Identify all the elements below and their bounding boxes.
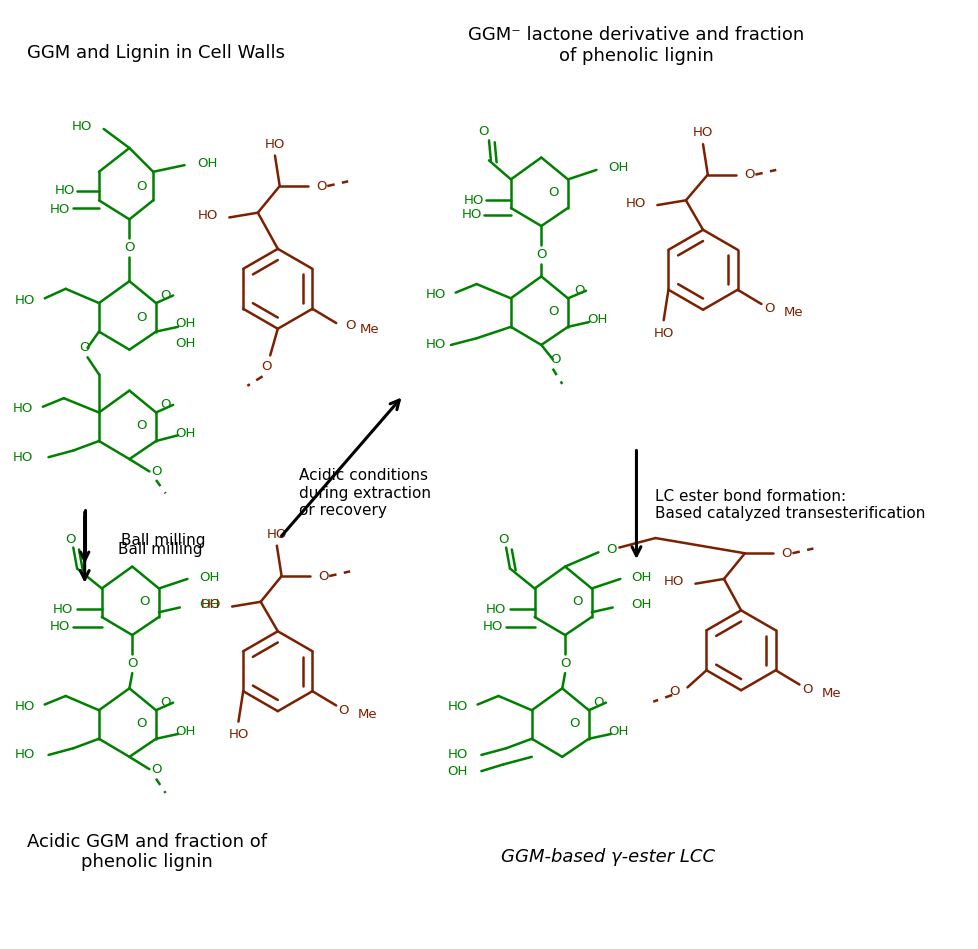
Text: HO: HO xyxy=(482,620,503,633)
Text: O: O xyxy=(498,533,508,547)
Text: O: O xyxy=(316,179,326,193)
Text: HO: HO xyxy=(71,120,92,133)
Text: HO: HO xyxy=(464,194,484,207)
Text: O: O xyxy=(139,595,150,608)
Text: O: O xyxy=(801,682,812,696)
Text: HO: HO xyxy=(13,402,33,415)
Text: O: O xyxy=(136,311,147,324)
Text: Me: Me xyxy=(360,324,379,336)
Text: HO: HO xyxy=(692,126,713,140)
Text: OH: OH xyxy=(175,427,196,440)
Text: O: O xyxy=(548,186,558,199)
Text: LC ester bond formation:
Based catalyzed transesterification: LC ester bond formation: Based catalyzed… xyxy=(655,489,925,521)
Text: O: O xyxy=(79,342,90,354)
Text: O: O xyxy=(780,547,791,560)
Text: OH: OH xyxy=(607,161,628,175)
Text: HO: HO xyxy=(485,603,506,616)
Text: OH: OH xyxy=(199,570,219,584)
Text: OH: OH xyxy=(447,765,467,777)
Text: O: O xyxy=(160,399,170,411)
Text: OH: OH xyxy=(175,337,196,349)
Text: O: O xyxy=(605,543,616,556)
Text: O: O xyxy=(669,684,679,698)
Text: HO: HO xyxy=(447,700,467,713)
Text: HO: HO xyxy=(15,749,35,761)
Text: O: O xyxy=(593,697,603,709)
Text: O: O xyxy=(345,320,356,332)
Text: O: O xyxy=(127,657,137,670)
Text: OH: OH xyxy=(631,570,651,584)
Text: O: O xyxy=(550,353,560,365)
Text: OH: OH xyxy=(607,725,628,737)
Text: HO: HO xyxy=(447,749,467,761)
Text: O: O xyxy=(261,361,271,373)
Text: Ball milling: Ball milling xyxy=(118,542,202,557)
Text: O: O xyxy=(151,465,161,478)
Text: O: O xyxy=(66,533,75,547)
Text: O: O xyxy=(477,125,488,139)
Text: O: O xyxy=(136,179,147,193)
Text: GGM⁻ lactone derivative and fraction
of phenolic lignin: GGM⁻ lactone derivative and fraction of … xyxy=(467,26,804,65)
Text: O: O xyxy=(743,168,754,181)
Text: Me: Me xyxy=(821,687,840,699)
Text: HO: HO xyxy=(663,575,684,588)
Text: HO: HO xyxy=(653,327,673,340)
Text: OH: OH xyxy=(631,598,651,611)
Text: HO: HO xyxy=(264,138,285,151)
Text: OH: OH xyxy=(175,725,196,737)
Text: Ball milling: Ball milling xyxy=(120,533,205,549)
Text: OH: OH xyxy=(587,313,606,326)
Text: HO: HO xyxy=(625,196,645,210)
Text: Acidic conditions
during extraction
or recovery: Acidic conditions during extraction or r… xyxy=(298,469,430,518)
Text: HO: HO xyxy=(425,288,446,301)
Text: OH: OH xyxy=(197,157,217,170)
Text: HO: HO xyxy=(50,203,70,216)
Text: OH: OH xyxy=(199,598,219,611)
Text: Me: Me xyxy=(782,307,802,319)
Text: O: O xyxy=(136,419,147,433)
Text: HO: HO xyxy=(198,209,218,222)
Text: O: O xyxy=(573,284,584,297)
Text: O: O xyxy=(763,303,774,315)
Text: OH: OH xyxy=(175,318,196,330)
Text: Acidic GGM and fraction of
phenolic lignin: Acidic GGM and fraction of phenolic lign… xyxy=(26,832,266,871)
Text: O: O xyxy=(318,569,328,583)
Text: HO: HO xyxy=(266,528,287,541)
Text: HO: HO xyxy=(462,208,482,221)
Text: O: O xyxy=(548,306,558,318)
Text: O: O xyxy=(338,704,349,716)
Text: O: O xyxy=(536,248,546,261)
Text: HO: HO xyxy=(55,184,75,197)
Text: O: O xyxy=(569,717,579,730)
Text: Me: Me xyxy=(358,708,378,720)
Text: O: O xyxy=(151,763,161,775)
Text: HO: HO xyxy=(425,339,446,351)
Text: HO: HO xyxy=(15,700,35,713)
Text: O: O xyxy=(124,241,135,254)
Text: HO: HO xyxy=(228,729,248,741)
Text: HO: HO xyxy=(13,451,33,464)
Text: HO: HO xyxy=(53,603,73,616)
Text: O: O xyxy=(571,595,582,608)
Text: HO: HO xyxy=(200,598,220,611)
Text: O: O xyxy=(160,288,170,302)
Text: O: O xyxy=(559,657,570,670)
Text: GGM-based γ-ester LCC: GGM-based γ-ester LCC xyxy=(501,847,714,865)
Text: GGM and Lignin in Cell Walls: GGM and Lignin in Cell Walls xyxy=(27,44,285,62)
Text: HO: HO xyxy=(15,293,35,307)
Text: HO: HO xyxy=(50,620,70,633)
Text: O: O xyxy=(160,697,170,709)
Text: O: O xyxy=(136,717,147,730)
